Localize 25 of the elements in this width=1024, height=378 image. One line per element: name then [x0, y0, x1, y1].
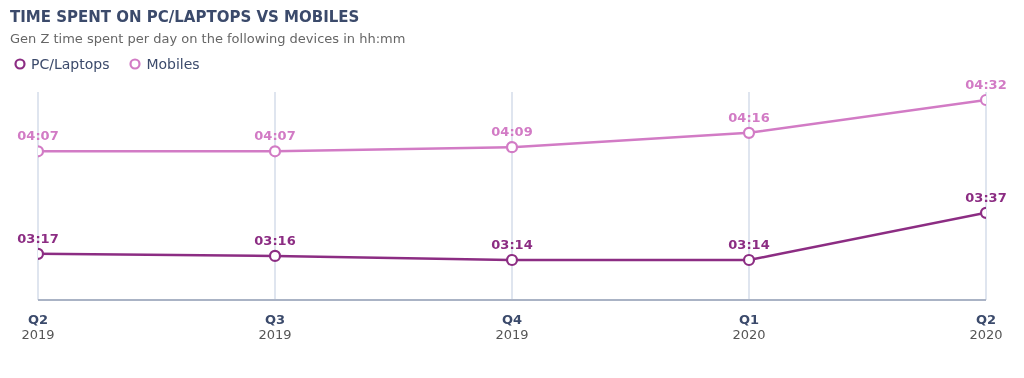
data-label: 03:16 — [254, 232, 296, 248]
point — [268, 145, 282, 158]
x-tick-label: Q3 2019 — [258, 312, 292, 342]
x-tick-label: Q2 2020 — [969, 312, 1003, 342]
data-label: 04:16 — [728, 109, 770, 125]
data-label: 04:07 — [254, 128, 296, 144]
legend-label: Mobiles — [145, 56, 200, 72]
point — [742, 253, 756, 267]
x-tick-label: Q4 2019 — [495, 312, 529, 342]
data-label: 04:07 — [17, 128, 59, 144]
point — [742, 126, 756, 139]
chart-title: TIME SPENT ON PC/LAPTOPS VS MOBILES — [10, 8, 361, 26]
x-tick-label: Q2 2019 — [21, 312, 55, 342]
chart-subtitle: Gen Z time spent per day on the following devices in hh:mm — [10, 31, 407, 46]
data-label: 03:14 — [728, 237, 770, 252]
data-label: 03:37 — [965, 189, 1007, 205]
point — [268, 249, 282, 262]
point — [505, 141, 519, 154]
point — [505, 253, 519, 267]
x-tick-label: Q1 2020 — [732, 312, 766, 342]
legend-label: PC/Laptops — [30, 56, 110, 72]
data-label: 04:32 — [965, 77, 1007, 92]
data-label: 03:14 — [491, 237, 533, 252]
data-label: 03:17 — [17, 230, 59, 246]
data-label: 04:09 — [491, 124, 533, 140]
